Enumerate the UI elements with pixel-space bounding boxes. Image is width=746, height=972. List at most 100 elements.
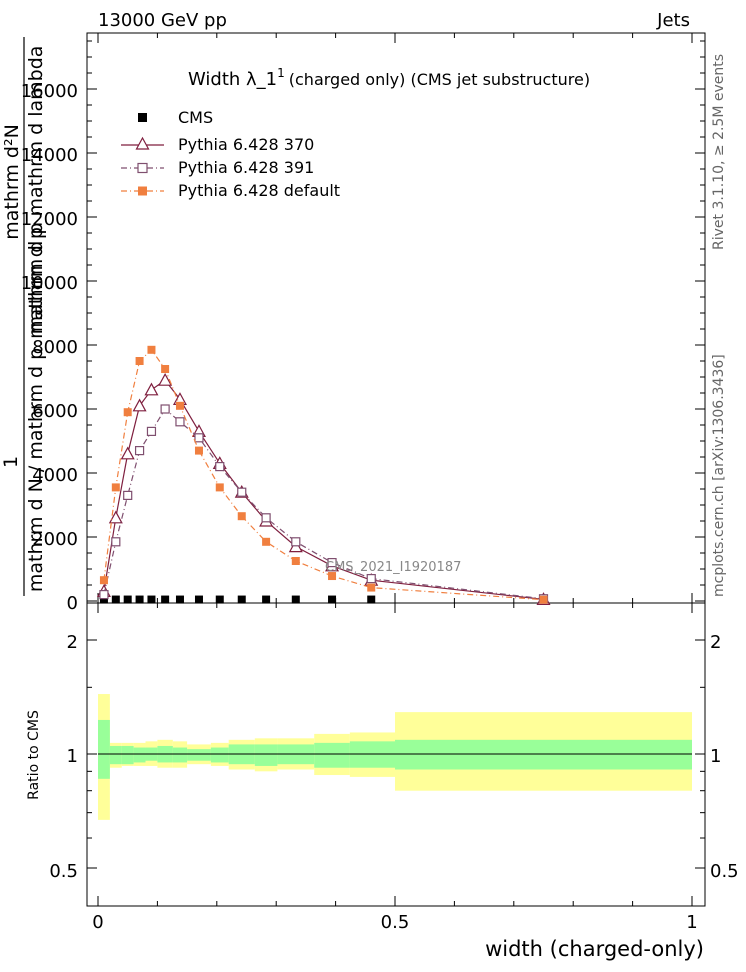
data-point-pythia-6-428-default [147,345,156,354]
ratio-inner-band [133,747,146,763]
data-point-pythia-6-428-default [539,595,548,604]
data-point-pythia-6-428-391 [194,433,204,443]
data-point-pythia-6-428-370 [108,510,123,524]
data-point-pythia-6-428-370 [132,398,147,412]
ratio-inner-band [395,739,692,770]
data-point-pythia-6-428-default [262,537,271,546]
y-label-numerator: mathrm d²N [1,124,23,240]
legend-label-pythia-370: Pythia 6.428 370 [178,135,314,154]
ratio-y-title: Ratio to CMS [26,710,42,800]
series-layer [96,345,551,606]
x-axis-title: width (charged-only) [485,937,704,961]
data-point-cms [135,595,144,604]
y-tick-label: 4000 [32,465,78,486]
data-point-pythia-6-428-default [111,483,120,492]
data-point-pythia-6-428-default [194,446,203,455]
header-right: Jets [656,10,690,31]
data-point-cms [215,595,224,604]
ratio-inner-band [172,747,188,763]
legend-marker-pythia-391 [137,162,148,174]
data-point-pythia-6-428-391 [327,557,337,568]
data-point-pythia-6-428-370 [120,446,135,460]
ratio-inner-band [314,742,350,768]
y-label-denominator: mathrm d p [25,227,47,339]
data-point-pythia-6-428-391 [237,487,247,497]
x-axis-labels: 0 0.5 1 [92,912,697,933]
data-point-cms [262,595,271,604]
data-point-pythia-6-428-370 [144,382,159,396]
ratio-tick-label-left: 2 [67,632,78,653]
data-point-pythia-6-428-391 [175,417,185,427]
title-main: Width λ_1 [188,69,277,90]
y-tick-label: 6000 [32,401,78,422]
chart-title: Width λ_11 (charged only) (CMS jet substr… [188,66,590,90]
data-point-pythia-6-428-391 [291,537,301,547]
legend-marker-pythia-default [138,186,147,196]
ratio-inner-band [187,749,211,761]
ratio-tick-label-left: 0.5 [49,861,78,882]
y-axis-title: mathrm d²N mathrm d p mathrm d p mathrm … [0,37,47,596]
ratio-tick-label-right: 1 [710,746,721,767]
data-point-pythia-6-428-default [291,557,300,565]
y-tick-label: 12000 [21,209,78,230]
ratio-tick-label-left: 1 [67,746,78,767]
data-point-pythia-6-428-391 [123,490,133,500]
y-label-one: 1 [0,456,22,468]
data-point-pythia-6-428-391 [146,426,157,436]
legend-label-cms: CMS [178,108,213,127]
data-point-pythia-6-428-default [237,512,246,521]
y-tick-label: 0 [67,593,78,614]
data-point-pythia-6-428-391 [160,404,170,414]
ratio-tick-label-right: 2 [710,632,721,653]
ratio-error-bands [98,694,692,820]
data-point-pythia-6-428-default [99,576,108,585]
series-line-pythia-6-428-default [103,348,544,601]
data-point-pythia-6-428-391 [111,537,121,547]
ratio-inner-band [98,719,110,779]
y-label-overlay: mathrm d p mathrm d lambda [25,46,47,335]
data-point-pythia-6-428-default [161,365,170,373]
data-point-cms [328,595,337,604]
data-point-pythia-6-428-default [367,583,376,592]
legend-marker-pythia-370 [135,136,150,150]
series-line-pythia-6-428-391 [103,408,544,600]
data-point-cms [161,595,170,604]
data-point-pythia-6-428-default [175,401,184,410]
data-point-cms [367,595,376,604]
analysis-label: CMS_2021_I1920187 [325,560,461,575]
title-suffix: (charged only) (CMS jet substructure) [289,70,590,89]
ratio-inner-band [254,744,278,766]
y-tick-label: 10000 [21,273,78,294]
data-point-pythia-6-428-391 [134,446,145,456]
axis-ticks [87,33,705,906]
header-left: 13000 GeV pp [98,10,227,31]
data-point-cms [194,595,203,604]
data-point-pythia-6-428-default [123,408,132,417]
x-tick-label: 1 [686,912,697,933]
y-tick-label: 2000 [32,529,78,550]
data-point-pythia-6-428-391 [99,589,109,600]
legend-label-pythia-default: Pythia 6.428 default [178,181,340,200]
ratio-tick-label-right: 0.5 [710,861,739,882]
data-point-cms [123,595,132,604]
ratio-inner-band [349,741,395,768]
x-tick-label: 0.5 [381,912,410,933]
data-point-pythia-6-428-391 [261,513,271,523]
ratio-y-labels: 2 1 0.5 2 1 0.5 [49,632,738,882]
ratio-inner-band [121,745,134,765]
data-point-cms [147,595,156,604]
title-sup: 1 [277,66,285,80]
data-point-pythia-6-428-default [328,572,337,581]
data-point-pythia-6-428-391 [366,573,376,584]
data-point-pythia-6-428-default [135,357,144,365]
y-tick-label: 16000 [21,81,78,102]
rivet-label: Rivet 3.1.10, ≥ 2.5M events [711,54,727,250]
y-tick-label: 8000 [32,337,78,358]
data-point-cms [237,595,246,604]
mcplots-label: mcplots.cern.ch [arXiv:1306.3436] [711,354,727,597]
series-line-pythia-6-428-370 [103,379,544,600]
data-point-cms [291,595,300,604]
ratio-inner-band [109,745,122,765]
y-tick-label: 14000 [21,145,78,166]
